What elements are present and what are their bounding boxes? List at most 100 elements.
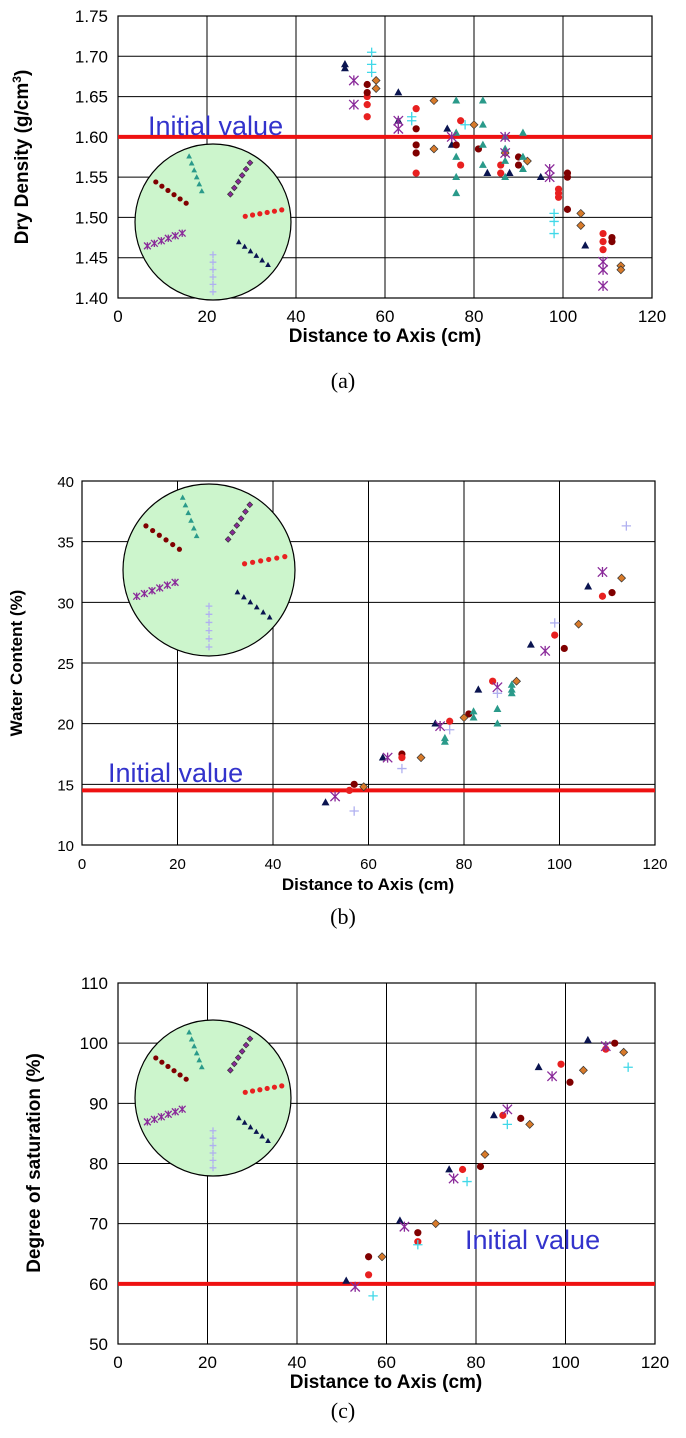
inset-marker <box>249 1088 256 1094</box>
data-point <box>382 752 393 763</box>
data-point <box>489 1111 498 1119</box>
y-tick-label: 1.40 <box>75 289 108 308</box>
data-point <box>536 172 545 181</box>
data-point <box>446 131 457 142</box>
data-point <box>321 798 330 806</box>
y-tick-label: 1.50 <box>75 208 108 227</box>
data-point <box>534 1062 543 1071</box>
chart-a-inset-diagram <box>134 143 292 301</box>
data-point <box>365 1271 373 1279</box>
chart-c-ticks: 0 20 40 60 80 100 120 50 60 70 80 90 100 110 <box>80 974 670 1372</box>
data-point <box>526 640 535 648</box>
data-point <box>563 205 572 213</box>
data-point <box>599 238 607 246</box>
data-point <box>443 124 452 132</box>
data-point <box>452 188 461 197</box>
data-point <box>597 280 609 292</box>
inset-marker <box>171 192 177 198</box>
x-tick-label: 0 <box>78 856 86 873</box>
inset-marker <box>205 619 213 626</box>
inset-marker <box>230 1060 238 1068</box>
inset-marker <box>247 248 254 254</box>
inset-marker <box>241 594 247 600</box>
inset-marker <box>196 181 203 187</box>
inset-sample-circle <box>122 483 296 657</box>
inset-marker <box>233 522 241 529</box>
inset-marker <box>150 527 156 534</box>
data-point <box>469 713 478 721</box>
data-point <box>412 141 420 149</box>
data-point <box>459 713 469 723</box>
inset-marker <box>191 167 198 173</box>
data-point <box>397 763 407 774</box>
data-point <box>540 645 551 657</box>
chart-c-initial-value-label: Initial value <box>465 1225 600 1255</box>
x-tick-label: 120 <box>638 307 666 326</box>
x-tick-label: 20 <box>198 1353 217 1372</box>
data-point <box>563 173 572 181</box>
inset-marker <box>150 239 159 248</box>
inset-marker <box>148 586 156 595</box>
y-tick-label: 1.45 <box>75 249 108 268</box>
data-point <box>460 120 470 130</box>
data-point <box>619 1047 629 1057</box>
inset-marker <box>209 288 217 296</box>
inset-marker <box>183 200 189 206</box>
chart-a-x-axis-label: Distance to Axis (cm) <box>289 326 482 347</box>
x-tick-label: 60 <box>376 307 395 326</box>
chart-a-y-axis-label: Dry Density (g/cm3) <box>10 70 33 245</box>
data-point <box>600 1041 611 1052</box>
inset-marker <box>265 261 271 268</box>
y-tick-label: 70 <box>89 1215 108 1234</box>
inset-marker <box>246 501 254 509</box>
data-point <box>363 80 371 89</box>
inset-marker <box>165 187 171 194</box>
inset-marker <box>155 584 164 592</box>
inset-marker <box>242 1041 250 1049</box>
inset-marker <box>246 1035 254 1043</box>
data-point <box>549 208 559 219</box>
inset-marker <box>227 190 234 198</box>
data-point <box>599 229 607 238</box>
data-point <box>407 116 417 126</box>
inset-marker <box>143 1118 152 1126</box>
x-tick-label: 20 <box>169 856 186 873</box>
y-tick-label: 40 <box>57 474 74 491</box>
data-point <box>394 88 403 96</box>
data-point <box>348 75 359 86</box>
inset-marker <box>183 1076 189 1082</box>
data-point <box>507 685 516 693</box>
data-point <box>345 786 353 795</box>
data-point <box>393 123 404 134</box>
inset-marker <box>271 1084 278 1090</box>
chart-a-initial-value-label: Initial value <box>148 111 283 141</box>
data-point <box>359 782 369 792</box>
data-point <box>512 676 521 686</box>
chart-c: 0 20 40 60 80 100 120 50 60 70 80 90 100 110 Initial … <box>24 974 669 1423</box>
inset-marker <box>140 589 149 598</box>
data-point <box>440 737 449 745</box>
inset-marker <box>235 239 242 245</box>
chart-a-y-label-superscript: 3 <box>10 76 24 83</box>
data-point <box>378 753 387 761</box>
y-tick-label: 1.65 <box>75 88 108 107</box>
chart-c-caption: (c) <box>331 1398 355 1423</box>
y-tick-label: 15 <box>57 777 74 794</box>
data-point <box>340 64 349 72</box>
x-tick-label: 80 <box>465 307 484 326</box>
x-tick-label: 60 <box>377 1353 396 1372</box>
inset-marker <box>266 614 273 620</box>
y-tick-label: 60 <box>89 1275 108 1294</box>
inset-marker <box>257 1087 263 1093</box>
inset-marker <box>186 1029 192 1035</box>
data-point <box>493 704 502 712</box>
data-point <box>517 1114 525 1122</box>
data-point <box>584 582 593 590</box>
chart-b: 0 20 40 60 80 100 120 10 15 20 25 30 35 40 Initial va… <box>7 474 668 929</box>
inset-marker <box>177 1072 183 1078</box>
x-tick-label: 100 <box>547 856 572 873</box>
data-point <box>469 120 479 130</box>
data-point <box>497 169 505 177</box>
data-point <box>597 566 608 578</box>
